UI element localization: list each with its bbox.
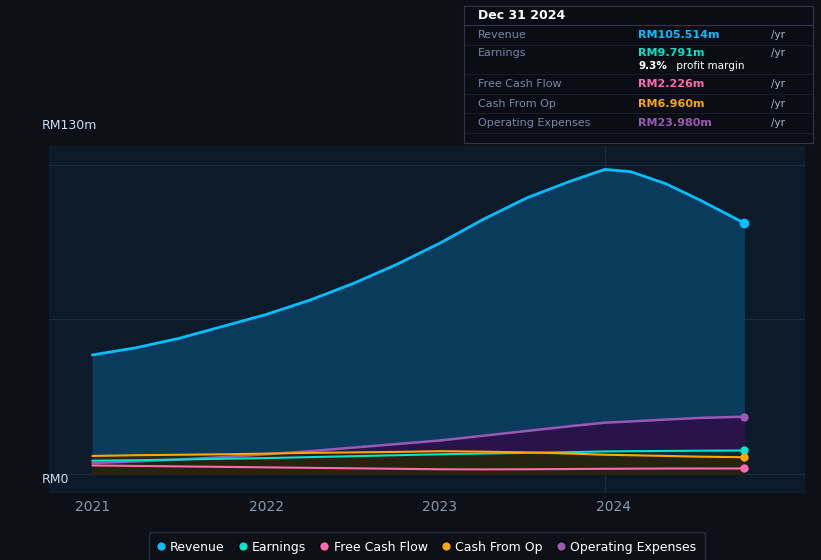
Text: /yr: /yr (771, 79, 785, 89)
Text: RM0: RM0 (42, 473, 69, 486)
Text: /yr: /yr (771, 118, 785, 128)
Text: Dec 31 2024: Dec 31 2024 (478, 9, 565, 22)
Text: RM9.791m: RM9.791m (639, 48, 704, 58)
Text: RM2.226m: RM2.226m (639, 79, 704, 89)
Text: Earnings: Earnings (478, 48, 526, 58)
Legend: Revenue, Earnings, Free Cash Flow, Cash From Op, Operating Expenses: Revenue, Earnings, Free Cash Flow, Cash … (149, 533, 705, 560)
Text: 9.3%: 9.3% (639, 62, 667, 71)
Text: RM130m: RM130m (42, 119, 97, 132)
Text: Revenue: Revenue (478, 30, 526, 40)
Text: RM23.980m: RM23.980m (639, 118, 712, 128)
Text: Cash From Op: Cash From Op (478, 99, 556, 109)
Text: /yr: /yr (771, 99, 785, 109)
Text: /yr: /yr (771, 30, 785, 40)
Text: Operating Expenses: Operating Expenses (478, 118, 590, 128)
Text: RM6.960m: RM6.960m (639, 99, 704, 109)
Text: Free Cash Flow: Free Cash Flow (478, 79, 562, 89)
Text: /yr: /yr (771, 48, 785, 58)
Text: profit margin: profit margin (673, 62, 745, 71)
Text: RM105.514m: RM105.514m (639, 30, 720, 40)
